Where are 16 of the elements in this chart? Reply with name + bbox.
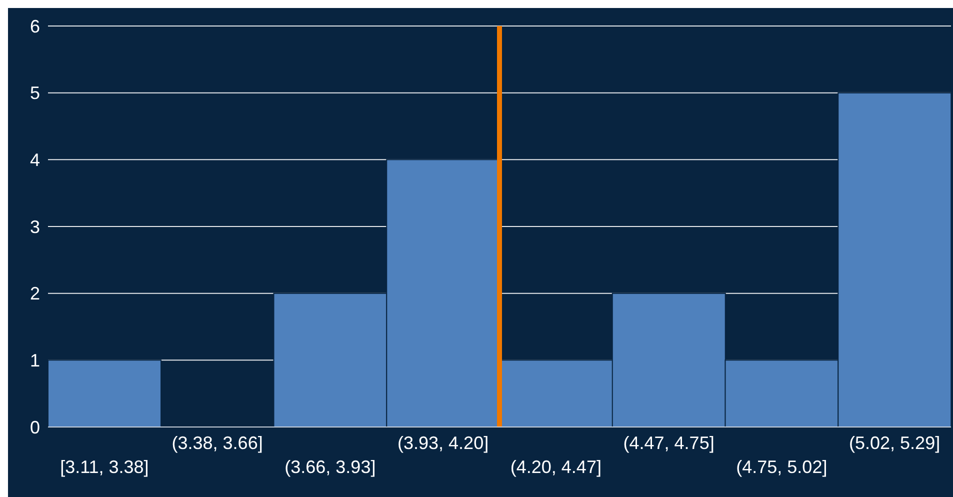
y-tick-label: 1 (30, 350, 40, 371)
x-tick-label: (3.38, 3.66] (172, 433, 263, 453)
bar (48, 360, 162, 427)
y-tick-label: 5 (30, 83, 40, 104)
x-tick-label: [3.11, 3.38] (60, 457, 149, 477)
x-tick-label: (4.75, 5.02] (736, 457, 828, 477)
y-tick-label: 3 (30, 216, 40, 237)
y-tick-label: 2 (30, 284, 40, 304)
y-tick-label: 0 (30, 417, 40, 438)
x-tick-label: (3.93, 4.20] (398, 433, 489, 453)
x-tick-label: (3.66, 3.93] (284, 457, 376, 477)
y-tick-label: 6 (30, 16, 40, 36)
x-tick-label: (4.20, 4.47] (510, 457, 602, 477)
y-tick-label: 4 (30, 150, 40, 170)
x-tick-label: (4.47, 4.75] (623, 433, 714, 453)
x-tick-label: (5.02, 5.29] (849, 433, 940, 453)
